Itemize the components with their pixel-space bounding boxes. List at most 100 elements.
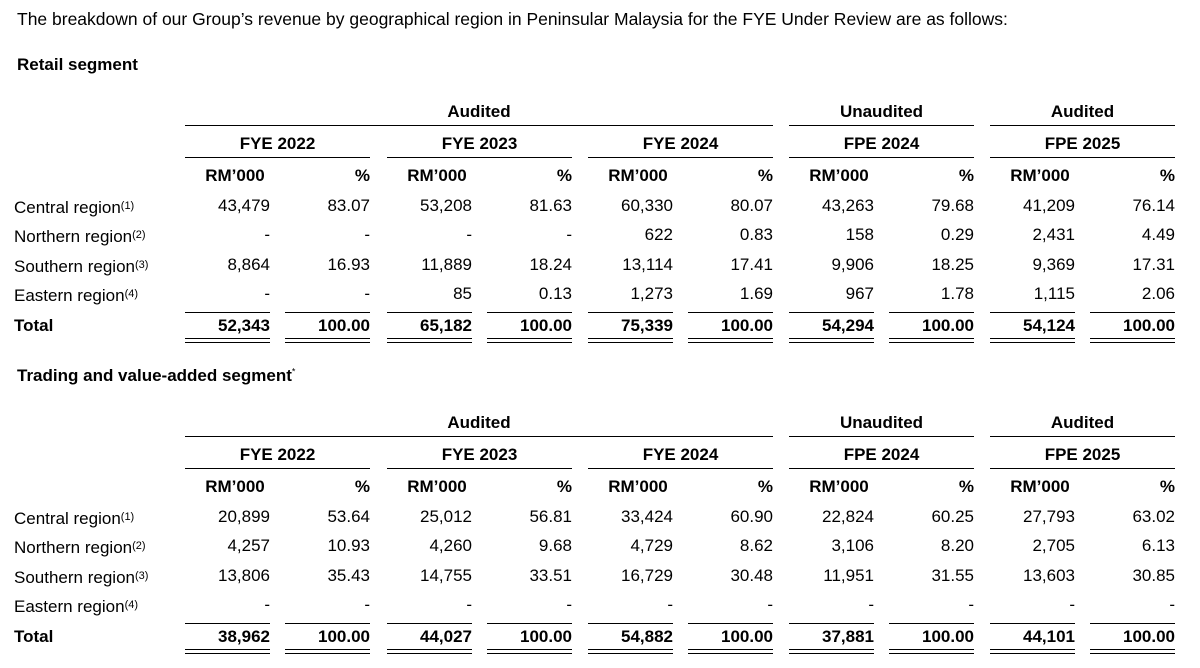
total-value-cell: 38,962 xyxy=(218,627,270,646)
row-label: Southern region(3) xyxy=(14,255,148,277)
revenue-value-cell: 4,257 xyxy=(227,536,270,555)
audit-header-rule xyxy=(185,125,773,126)
revenue-percent-cell: 18.25 xyxy=(931,255,974,274)
revenue-value-cell: - xyxy=(667,595,673,614)
total-double-rule xyxy=(688,649,773,654)
total-top-rule xyxy=(789,623,874,624)
revenue-value-cell: 85 xyxy=(453,284,472,303)
unit-header-percent: % xyxy=(1159,477,1175,496)
row-label-text: Southern region xyxy=(14,568,135,587)
row-label-text: Northern region xyxy=(14,538,133,557)
row-label-text: Central region xyxy=(14,198,121,217)
total-percent-cell: 100.00 xyxy=(922,316,974,335)
period-header-rule xyxy=(789,157,974,158)
row-label: Central region(1) xyxy=(14,196,134,218)
revenue-value-cell: 60,330 xyxy=(621,196,673,215)
row-label-note: (2) xyxy=(132,540,146,552)
total-value-cell: 54,882 xyxy=(621,627,673,646)
revenue-percent-cell: 83.07 xyxy=(327,196,370,215)
period-header-rule xyxy=(588,157,773,158)
unit-header-percent: % xyxy=(354,166,370,185)
revenue-percent-cell: 1.78 xyxy=(940,284,974,303)
period-header-rule xyxy=(789,468,974,469)
audit-header-rule xyxy=(990,436,1175,437)
revenue-percent-cell: - xyxy=(364,595,370,614)
unit-header-percent: % xyxy=(958,166,974,185)
period-header-rule xyxy=(990,157,1175,158)
total-double-rule xyxy=(789,649,874,654)
revenue-percent-cell: 53.64 xyxy=(327,507,370,526)
period-header: FYE 2022 xyxy=(239,445,316,464)
period-header: FPE 2025 xyxy=(1044,134,1121,153)
row-label-note: (4) xyxy=(124,288,139,300)
trading-segment-title-text: Trading and value-added segment xyxy=(17,366,292,385)
revenue-value-cell: - xyxy=(264,284,270,303)
total-percent-cell: 100.00 xyxy=(721,316,773,335)
total-top-rule xyxy=(387,312,472,313)
revenue-percent-cell: 18.24 xyxy=(529,255,572,274)
total-top-rule xyxy=(588,312,673,313)
revenue-percent-cell: 79.68 xyxy=(931,196,974,215)
trading-revenue-table: Audited Unaudited Audited FYE 2022 RM’000% FY… xyxy=(0,411,1200,654)
revenue-value-cell: 13,114 xyxy=(622,255,673,274)
intro-paragraph: The breakdown of our Group’s revenue by … xyxy=(17,9,1008,29)
row-label: Central region(1) xyxy=(14,507,134,529)
retail-segment-title: Retail segment xyxy=(17,55,138,74)
revenue-value-cell: 1,273 xyxy=(630,284,673,303)
total-top-rule xyxy=(588,623,673,624)
trading-segment-title: Trading and value-added segment* xyxy=(17,366,295,386)
revenue-percent-cell: 31.55 xyxy=(931,566,974,585)
total-double-rule xyxy=(185,338,270,343)
revenue-value-cell: 41,209 xyxy=(1023,196,1075,215)
revenue-percent-cell: - xyxy=(767,595,773,614)
revenue-value-cell: - xyxy=(868,595,874,614)
revenue-percent-cell: - xyxy=(364,284,370,303)
period-header-rule xyxy=(387,157,572,158)
revenue-percent-cell: 30.48 xyxy=(730,566,773,585)
total-double-rule xyxy=(487,338,572,343)
row-label: Northern region(2) xyxy=(14,536,146,558)
total-double-rule xyxy=(990,338,1075,343)
revenue-percent-cell: 8.62 xyxy=(739,536,773,555)
row-label: Eastern region(4) xyxy=(14,284,138,306)
row-label-note: (1) xyxy=(120,200,135,212)
revenue-value-cell: 14,755 xyxy=(420,566,472,585)
total-top-rule xyxy=(487,312,572,313)
row-label-text: Eastern region xyxy=(14,286,125,305)
total-double-rule xyxy=(889,338,974,343)
revenue-value-cell: 9,906 xyxy=(831,255,874,274)
revenue-percent-cell: 16.93 xyxy=(327,255,370,274)
revenue-percent-cell: - xyxy=(364,225,370,244)
revenue-value-cell: - xyxy=(466,225,472,244)
total-double-rule xyxy=(889,649,974,654)
revenue-percent-cell: 1.69 xyxy=(739,284,773,303)
unit-header-rm: RM’000 xyxy=(608,477,668,496)
revenue-percent-cell: 17.31 xyxy=(1132,255,1175,274)
unit-header-percent: % xyxy=(958,477,974,496)
total-percent-cell: 100.00 xyxy=(520,316,572,335)
total-percent-cell: 100.00 xyxy=(922,627,974,646)
total-percent-cell: 100.00 xyxy=(318,316,370,335)
revenue-value-cell: 13,806 xyxy=(218,566,270,585)
revenue-value-cell: 4,260 xyxy=(429,536,472,555)
unit-header-rm: RM’000 xyxy=(407,166,467,185)
revenue-value-cell: 43,263 xyxy=(822,196,874,215)
row-label-note: (2) xyxy=(132,229,146,241)
revenue-percent-cell: 30.85 xyxy=(1132,566,1175,585)
total-top-rule xyxy=(1090,312,1175,313)
audit-status-header: Audited xyxy=(1050,102,1115,121)
unit-header-rm: RM’000 xyxy=(205,166,265,185)
revenue-value-cell: 8,864 xyxy=(227,255,270,274)
total-double-rule xyxy=(185,649,270,654)
revenue-percent-cell: 0.13 xyxy=(538,284,572,303)
total-double-rule xyxy=(285,649,370,654)
audit-status-header: Audited xyxy=(447,102,511,121)
total-value-cell: 37,881 xyxy=(822,627,874,646)
unit-header-rm: RM’000 xyxy=(407,477,467,496)
total-double-rule xyxy=(588,338,673,343)
audit-status-header: Audited xyxy=(1050,413,1115,432)
revenue-value-cell: 11,889 xyxy=(421,255,472,274)
period-header: FPE 2024 xyxy=(843,134,920,153)
unit-header-rm: RM’000 xyxy=(809,166,869,185)
period-header: FYE 2023 xyxy=(441,134,518,153)
